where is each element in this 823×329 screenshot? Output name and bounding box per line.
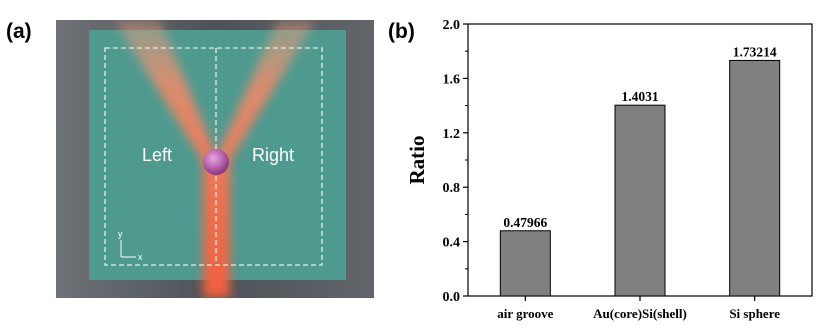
left-label: Left (142, 145, 172, 165)
axis-x-label: x (138, 252, 143, 262)
x-tick-label: air groove (497, 306, 553, 321)
y-ticks: 0.0 0.4 0.8 1.2 1.6 2.0 (443, 18, 468, 305)
panel-b-label: (b) (388, 20, 415, 43)
axis-indicator: y x (118, 229, 143, 262)
sphere (203, 149, 229, 175)
bar (499, 230, 551, 297)
x-tick-label: Si sphere (729, 306, 780, 321)
chart-bars: 0.47966 1.4031 1.73214 (499, 44, 781, 297)
y-tick-label: 0.4 (443, 236, 461, 251)
bar-value-label: 1.4031 (621, 89, 658, 104)
bar (614, 104, 666, 297)
y-axis-label: Ratio (405, 136, 429, 185)
bar-value-label: 0.47966 (503, 215, 547, 230)
right-label: Right (252, 145, 294, 165)
y-tick-label: 0.8 (443, 181, 461, 196)
axis-y-label: y (118, 229, 123, 239)
panel-a-label: (a) (6, 20, 32, 43)
simulation-image: Left Right y x (56, 20, 374, 298)
y-tick-label: 1.2 (443, 127, 461, 142)
x-tick-label: Au(core)Si(shell) (593, 306, 687, 321)
bar-value-label: 1.73214 (733, 44, 777, 59)
y-tick-label: 1.6 (443, 72, 461, 87)
dashed-region (104, 47, 323, 266)
right-beam (214, 20, 316, 166)
x-ticks: air groove Au(core)Si(shell) Si sphere (497, 296, 780, 321)
y-tick-label: 2.0 (443, 18, 461, 33)
y-tick-label: 0.0 (443, 290, 461, 305)
bar (729, 59, 781, 297)
left-beam (114, 20, 219, 166)
